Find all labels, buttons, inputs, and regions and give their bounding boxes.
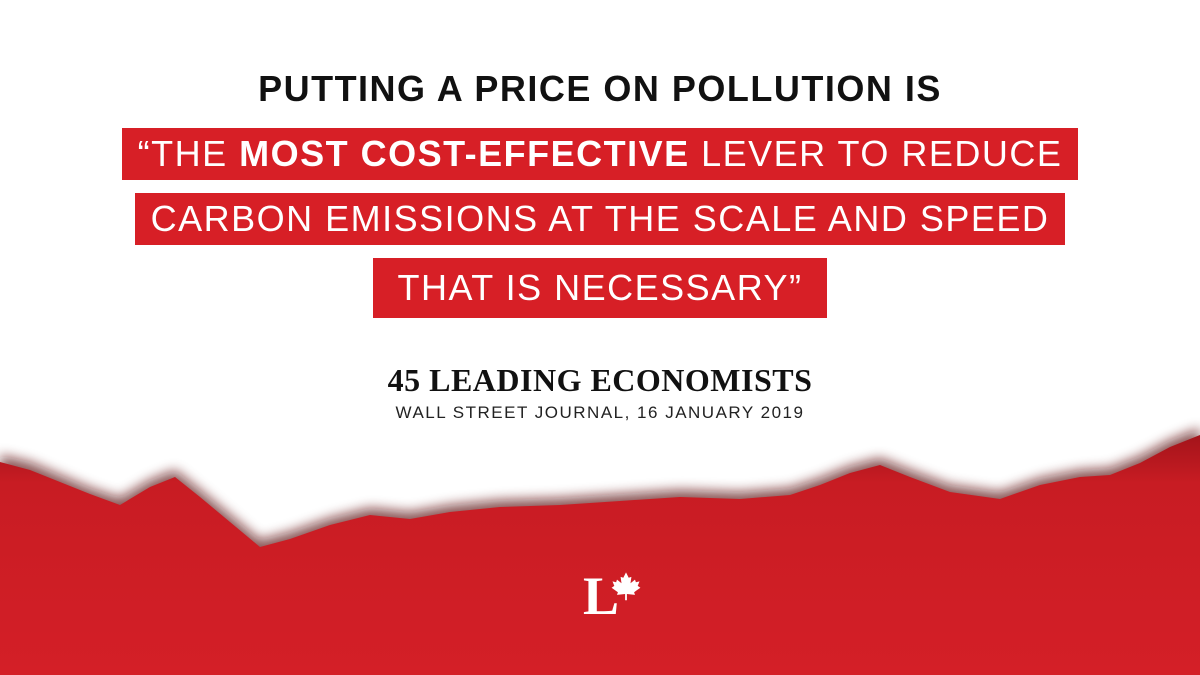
quote-line: THAT IS NECESSARY” [0,258,1200,318]
quote-text: CARBON EMISSIONS AT THE SCALE AND SPEED [150,198,1050,239]
quote-line: CARBON EMISSIONS AT THE SCALE AND SPEED [0,193,1200,245]
quote-text: LEVER TO REDUCE [689,133,1063,174]
attribution-source: WALL STREET JOURNAL, 16 JANUARY 2019 [395,403,805,422]
quote-box: “THE MOST COST-EFFECTIVE LEVER TO REDUCE [121,128,1079,180]
quote-box: THAT IS NECESSARY” [373,258,827,318]
quote-box: CARBON EMISSIONS AT THE SCALE AND SPEED [134,193,1066,245]
headline: PUTTING A PRICE ON POLLUTION IS [258,68,942,109]
quote-line: “THE MOST COST-EFFECTIVE LEVER TO REDUCE [0,128,1200,180]
quote-text: “THE [137,133,240,174]
attribution-name: 45 LEADING ECONOMISTS [387,362,813,398]
quote-text: THAT IS NECESSARY” [397,267,803,308]
torn-paper [0,435,1200,675]
maple-leaf [611,572,641,601]
logo-letter: L [583,566,619,626]
quote-emphasis: MOST COST-EFFECTIVE [239,133,690,174]
